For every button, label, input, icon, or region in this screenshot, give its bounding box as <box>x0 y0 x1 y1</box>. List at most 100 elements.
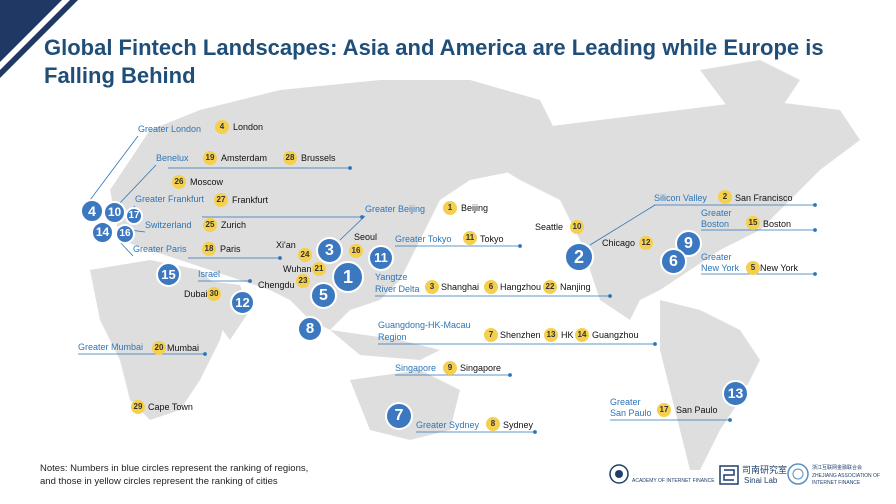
city-name: Paris <box>220 244 241 254</box>
city-name: Moscow <box>190 177 224 187</box>
region-rank-badge: 16 <box>115 224 135 244</box>
city-name: Guangzhou <box>592 330 639 340</box>
logo-sinai-en: Sinai Lab <box>744 476 778 485</box>
city-name: London <box>233 122 264 132</box>
city-rank-badge: 4 <box>215 120 229 134</box>
city-rank-badge: 1 <box>443 201 457 215</box>
logo-zju-text: ACADEMY OF INTERNET FINANCE <box>632 478 715 484</box>
city-rank-badge: 8 <box>486 417 500 431</box>
city-name: Brussels <box>301 153 336 163</box>
city-name: Xi'an <box>276 240 296 250</box>
region-rank-badge: 17 <box>125 207 143 225</box>
region-rank-badge: 2 <box>564 242 594 272</box>
city-rank-badge: 2 <box>718 190 732 204</box>
city-name: Seoul <box>354 232 378 242</box>
region-label: New York <box>701 263 740 273</box>
region-label: River Delta <box>375 284 420 294</box>
region-rank-badge: 14 <box>91 221 114 244</box>
city-name: Boston <box>763 219 792 229</box>
logo-strip: ACADEMY OF INTERNET FINANCE 司南研究室 Sinai … <box>604 462 894 492</box>
region-rank-badge: 3 <box>316 237 343 264</box>
city-rank-badge: 20 <box>152 341 166 355</box>
region-label: Greater Sydney <box>416 420 480 430</box>
city-name: Frankfurt <box>232 195 269 205</box>
region-label: Greater <box>701 252 732 262</box>
city-rank-badge: 18 <box>202 242 216 256</box>
logo-sinai-cn: 司南研究室 <box>742 465 788 475</box>
city-rank-badge: 26 <box>172 175 186 189</box>
city-name: Amsterdam <box>221 153 268 163</box>
city-rank-badge: 19 <box>203 151 217 165</box>
city-name: Chengdu <box>258 280 295 290</box>
city-rank-badge: 30 <box>207 287 221 301</box>
city-rank-badge: 24 <box>298 248 312 262</box>
notes-line: and those in yellow circles represent th… <box>40 476 278 487</box>
city-rank-badge: 16 <box>349 244 363 258</box>
city-rank-badge: 10 <box>570 220 584 234</box>
city-name: Sydney <box>503 420 534 430</box>
city-rank-badge: 9 <box>443 361 457 375</box>
notes: Notes: Numbers in blue circles represent… <box>40 462 308 488</box>
city-rank-badge: 17 <box>657 403 671 417</box>
region-rank-badge: 8 <box>297 316 323 342</box>
region-label: Boston <box>701 219 730 229</box>
city-rank-badge: 29 <box>131 400 145 414</box>
region-rank-badge: 12 <box>230 290 255 315</box>
city-name: Hangzhou <box>500 282 542 292</box>
city-name: Seattle <box>535 222 564 232</box>
city-name: Mumbai <box>167 343 200 353</box>
region-label: Greater Tokyo <box>395 234 452 244</box>
city-rank-badge: 7 <box>484 328 498 342</box>
region-label: Benelux <box>156 153 189 163</box>
city-name: Wuhan <box>283 264 312 274</box>
city-name: San Paulo <box>676 405 718 415</box>
region-label: Greater London <box>138 124 202 134</box>
city-rank-badge: 15 <box>746 216 760 230</box>
city-rank-badge: 3 <box>425 280 439 294</box>
notes-line: Notes: Numbers in blue circles represent… <box>40 463 309 474</box>
city-name: Singapore <box>460 363 502 373</box>
city-rank-badge: 5 <box>746 261 760 275</box>
city-name: Tokyo <box>480 234 504 244</box>
region-label: Greater <box>610 397 641 407</box>
city-rank-badge: 14 <box>575 328 589 342</box>
region-rank-badge: 7 <box>385 402 413 430</box>
region-label: San Paulo <box>610 408 652 418</box>
city-rank-badge: 22 <box>543 280 557 294</box>
corner-decoration <box>0 0 78 78</box>
region-label: Greater Frankfurt <box>135 194 205 204</box>
region-label: Region <box>378 332 407 342</box>
city-rank-badge: 28 <box>283 151 297 165</box>
region-rank-badge: 11 <box>368 245 394 271</box>
region-label: Silicon Valley <box>654 193 707 203</box>
region-rank-badge: 4 <box>80 199 104 223</box>
city-name: Dubai <box>184 289 208 299</box>
region-label: Singapore <box>395 363 437 373</box>
city-rank-badge: 21 <box>312 262 326 276</box>
city-name: San Francisco <box>735 193 793 203</box>
logo-assoc-en2: INTERNET FINANCE <box>812 480 861 486</box>
city-name: Zurich <box>221 220 247 230</box>
city-name: Nanjing <box>560 282 591 292</box>
logo-assoc-cn: 浙江互联网金融联合会 <box>812 465 863 471</box>
region-rank-badge: 10 <box>103 201 126 224</box>
region-rank-badge: 13 <box>722 380 749 407</box>
region-label: Guangdong-HK-Macau <box>378 320 471 330</box>
city-name: Cape Town <box>148 402 193 412</box>
city-name: Beijing <box>461 203 489 213</box>
city-rank-badge: 6 <box>484 280 498 294</box>
city-rank-badge: 11 <box>463 231 477 245</box>
region-label: Greater Beijing <box>365 204 426 214</box>
city-rank-badge: 23 <box>296 274 310 288</box>
region-rank-badge: 15 <box>156 262 181 287</box>
city-rank-badge: 13 <box>544 328 558 342</box>
city-name: HK <box>561 330 574 340</box>
region-label: Yangtze <box>375 272 408 282</box>
region-label: Greater Paris <box>133 244 187 254</box>
city-name: Chicago <box>602 238 636 248</box>
page-title: Global Fintech Landscapes: Asia and Amer… <box>44 35 824 88</box>
city-name: New York <box>760 263 799 273</box>
region-rank-badge: 6 <box>660 248 687 275</box>
